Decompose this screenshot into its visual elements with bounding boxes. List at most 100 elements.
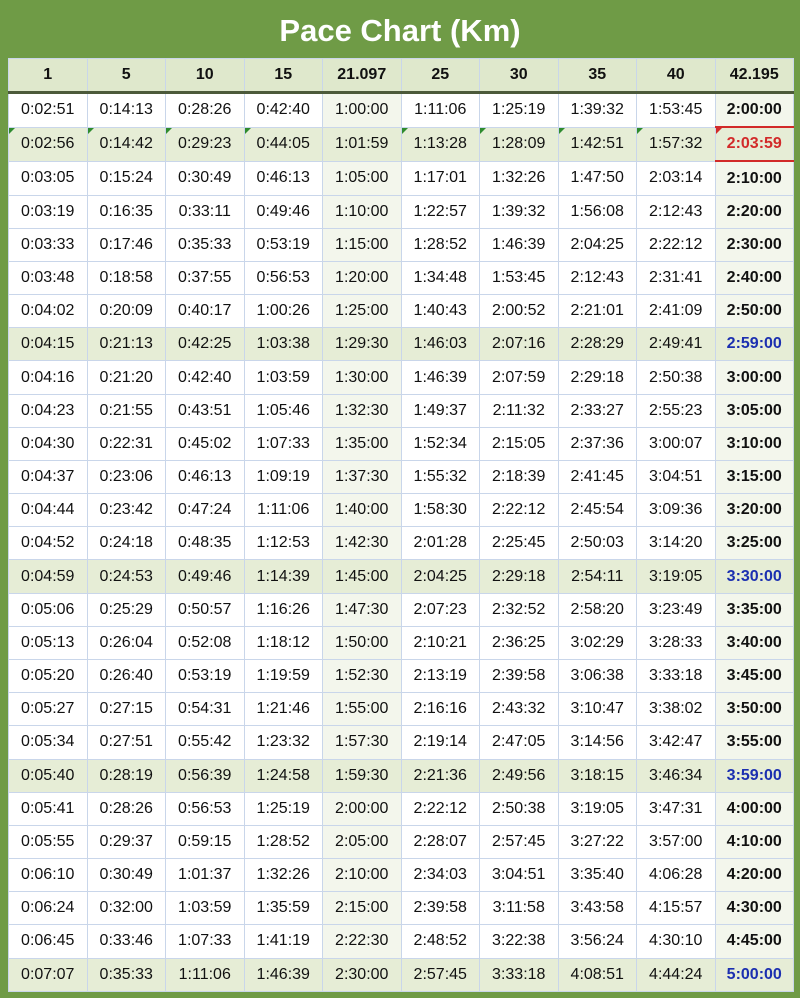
split-time-cell: 1:35:59 <box>243 891 323 926</box>
split-time-cell: 1:45:00 <box>322 559 402 594</box>
marathon-time-cell: 2:00:00 <box>714 92 794 128</box>
split-time-cell: 1:39:32 <box>557 92 637 128</box>
marathon-time-cell: 4:00:00 <box>714 791 794 826</box>
split-time-cell: 0:03:05 <box>8 160 88 196</box>
table-row: 0:04:15 0:21:13 0:42:25 1:03:38 1:29:30 1:46:… <box>8 327 794 362</box>
column-header-km-40: 40 <box>636 58 716 94</box>
split-time-cell: 3:42:47 <box>636 725 716 760</box>
split-time-cell: 2:37:36 <box>557 426 637 461</box>
split-time-cell: 0:04:59 <box>8 559 88 594</box>
split-time-cell: 1:55:00 <box>322 692 402 727</box>
split-time-cell: 0:21:20 <box>86 360 166 395</box>
split-time-cell: 1:35:00 <box>322 426 402 461</box>
split-time-cell: 0:56:53 <box>165 791 245 826</box>
split-time-cell: 3:06:38 <box>557 658 637 694</box>
split-time-cell: 0:46:13 <box>165 459 245 495</box>
split-time-cell: 2:11:32 <box>479 393 559 428</box>
split-time-cell: 2:13:19 <box>400 658 480 694</box>
split-time-cell: 2:36:25 <box>479 625 559 661</box>
marathon-time-cell: 3:50:00 <box>714 692 794 727</box>
split-time-cell: 2:15:05 <box>479 426 559 461</box>
split-time-cell: 4:08:51 <box>557 957 637 993</box>
split-time-cell: 1:55:32 <box>400 459 480 495</box>
split-time-cell: 0:25:29 <box>86 592 166 627</box>
split-time-cell: 0:02:56 <box>8 126 88 162</box>
split-time-cell: 2:28:29 <box>557 327 637 362</box>
split-time-cell: 0:05:55 <box>8 824 88 860</box>
split-time-cell: 0:06:45 <box>8 924 88 959</box>
split-time-cell: 2:15:00 <box>322 891 402 926</box>
column-header-km-5: 5 <box>86 58 166 94</box>
split-time-cell: 0:05:40 <box>8 758 88 793</box>
split-time-cell: 3:47:31 <box>636 791 716 826</box>
split-time-cell: 0:26:40 <box>86 658 166 694</box>
table-row: 0:05:13 0:26:04 0:52:08 1:18:12 1:50:00 2:10:… <box>8 625 794 661</box>
split-time-cell: 0:33:46 <box>86 924 166 959</box>
split-time-cell: 0:04:37 <box>8 459 88 495</box>
marathon-time-cell: 3:55:00 <box>714 725 794 760</box>
table-row: 0:03:48 0:18:58 0:37:55 0:56:53 1:20:00 1:34:… <box>8 260 794 296</box>
split-time-cell: 3:10:47 <box>557 692 637 727</box>
table-row: 0:04:16 0:21:20 0:42:40 1:03:59 1:30:00 1:46:… <box>8 360 794 395</box>
split-time-cell: 2:07:59 <box>479 360 559 395</box>
split-time-cell: 0:21:55 <box>86 393 166 428</box>
split-time-cell: 1:52:30 <box>322 658 402 694</box>
split-time-cell: 0:22:31 <box>86 426 166 461</box>
split-time-cell: 1:28:52 <box>243 824 323 860</box>
split-time-cell: 1:01:37 <box>165 858 245 893</box>
table-row: 0:04:59 0:24:53 0:49:46 1:14:39 1:45:00 2:04:… <box>8 559 794 594</box>
split-time-cell: 0:02:51 <box>8 92 88 128</box>
split-time-cell: 0:37:55 <box>165 260 245 296</box>
split-time-cell: 2:07:23 <box>400 592 480 627</box>
split-time-cell: 1:32:26 <box>479 160 559 196</box>
split-time-cell: 2:16:16 <box>400 692 480 727</box>
header-row: 1 5 10 15 21.097 25 30 35 40 42.195 <box>8 58 794 94</box>
table-row: 0:05:41 0:28:26 0:56:53 1:25:19 2:00:00 2:22:… <box>8 791 794 826</box>
split-time-cell: 1:17:01 <box>400 160 480 196</box>
split-time-cell: 0:05:27 <box>8 692 88 727</box>
comment-marker-icon <box>637 128 643 134</box>
split-time-cell: 0:56:53 <box>243 260 323 296</box>
column-header-km-21-097: 21.097 <box>322 58 402 94</box>
split-time-cell: 0:16:35 <box>86 194 166 229</box>
split-time-cell: 2:33:27 <box>557 393 637 428</box>
split-time-cell: 1:47:50 <box>557 160 637 196</box>
split-time-cell: 2:05:00 <box>322 824 402 860</box>
split-time-cell: 4:44:24 <box>636 957 716 993</box>
table-row: 0:06:45 0:33:46 1:07:33 1:41:19 2:22:30 2:48:… <box>8 924 794 959</box>
split-time-cell: 1:00:26 <box>243 294 323 329</box>
split-time-cell: 1:46:39 <box>400 360 480 395</box>
split-time-cell: 1:25:19 <box>243 791 323 826</box>
split-time-cell: 1:21:46 <box>243 692 323 727</box>
split-time-cell: 1:03:59 <box>165 891 245 926</box>
split-time-cell: 0:06:10 <box>8 858 88 893</box>
split-time-cell: 1:53:45 <box>636 92 716 128</box>
split-time-cell: 2:49:41 <box>636 327 716 362</box>
split-time-cell: 3:04:51 <box>479 858 559 893</box>
split-time-cell: 0:03:48 <box>8 260 88 296</box>
split-time-cell: 2:41:45 <box>557 459 637 495</box>
split-time-cell: 1:09:19 <box>243 459 323 495</box>
split-time-cell: 2:21:01 <box>557 294 637 329</box>
comment-marker-icon <box>715 129 722 135</box>
split-time-cell: 1:42:30 <box>322 526 402 561</box>
split-time-cell: 1:01:59 <box>322 126 402 162</box>
split-time-cell: 2:47:05 <box>479 725 559 760</box>
split-time-cell: 2:57:45 <box>400 957 480 993</box>
split-time-cell: 3:27:22 <box>557 824 637 860</box>
column-header-km-30: 30 <box>479 58 559 94</box>
split-time-cell: 0:59:15 <box>165 824 245 860</box>
split-time-cell: 0:04:02 <box>8 294 88 329</box>
split-time-cell: 1:05:00 <box>322 160 402 196</box>
split-time-cell: 1:59:30 <box>322 758 402 793</box>
split-time-cell: 0:56:39 <box>165 758 245 793</box>
split-time-cell: 3:11:58 <box>479 891 559 926</box>
split-time-cell: 0:04:15 <box>8 327 88 362</box>
split-time-cell: 0:42:25 <box>165 327 245 362</box>
table-row: 0:03:33 0:17:46 0:35:33 0:53:19 1:15:00 1:28:… <box>8 227 794 262</box>
split-time-cell: 1:37:30 <box>322 459 402 495</box>
table-row: 0:04:52 0:24:18 0:48:35 1:12:53 1:42:30 2:01:… <box>8 526 794 561</box>
split-time-cell: 1:32:30 <box>322 393 402 428</box>
split-time-cell: 1:52:34 <box>400 426 480 461</box>
split-time-cell: 1:39:32 <box>479 194 559 229</box>
